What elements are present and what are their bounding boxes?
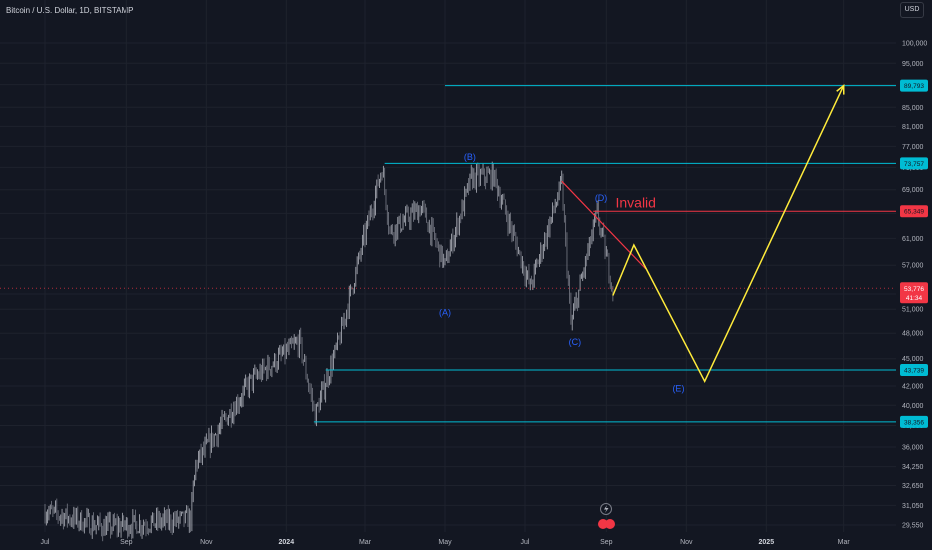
level-price-label: 73,757 — [904, 161, 924, 168]
price-tick-label: 61,000 — [902, 236, 924, 243]
level-price-label: 89,793 — [904, 83, 924, 90]
countdown-label: 41:34 — [906, 295, 923, 302]
wave-label: (A) — [439, 307, 451, 317]
price-axis: 100,00095,00090,00085,00081,00077,00073,… — [900, 41, 928, 530]
projection-arrowhead — [836, 84, 845, 95]
invalid-annotation: Invalid — [615, 194, 655, 210]
time-tick-label: Mar — [838, 539, 851, 546]
chart-title: Bitcoin / U.S. Dollar, 1D, BITSTAMP — [6, 6, 134, 15]
price-tick-label: 100,000 — [902, 41, 927, 48]
time-tick-label: Mar — [359, 539, 372, 546]
level-price-badge — [900, 363, 928, 376]
level-price-badge — [900, 79, 928, 92]
time-tick-label: Nov — [200, 539, 213, 546]
drawings-layer — [561, 84, 845, 384]
level-price-badge — [900, 415, 928, 428]
projection-path — [612, 85, 845, 384]
price-tick-label: 34,250 — [902, 464, 924, 471]
wave-labels-layer: (A) (B) (C) (D) (E) Invalid — [439, 152, 684, 529]
time-tick-label: Jul — [521, 539, 530, 546]
price-tick-label: 32,650 — [902, 483, 924, 490]
price-tick-label: 81,000 — [902, 124, 924, 131]
current-price-label: 53,776 — [904, 286, 924, 293]
price-tick-label: 48,000 — [902, 331, 924, 338]
price-tick-label: 69,000 — [902, 187, 924, 194]
dividend-icon — [605, 519, 615, 529]
price-tick-label: 31,050 — [902, 503, 924, 510]
earnings-icon — [598, 519, 608, 529]
time-tick-label: Sep — [600, 539, 613, 546]
price-tick-label: 40,000 — [902, 403, 924, 410]
time-tick-label: 2025 — [759, 539, 775, 546]
price-tick-label: 29,550 — [902, 523, 924, 530]
grid-layer — [0, 0, 896, 532]
price-tick-label: 57,000 — [902, 263, 924, 270]
event-markers — [598, 503, 615, 529]
wave-label: (D) — [595, 193, 608, 203]
level-price-label: 65,349 — [904, 209, 924, 216]
price-tick-label: 42,000 — [902, 383, 924, 390]
price-tick-label: 95,000 — [902, 61, 924, 68]
level-price-badge — [900, 205, 928, 218]
trendline — [561, 180, 647, 270]
current-price-badge — [900, 282, 928, 304]
wave-label: (C) — [569, 337, 582, 347]
price-tick-label: 36,000 — [902, 444, 924, 451]
candles-layer — [44, 161, 614, 542]
wave-label: (B) — [464, 152, 476, 162]
lightning-glyph — [604, 505, 609, 513]
level-price-label: 43,739 — [904, 367, 924, 374]
price-tick-label: 77,000 — [902, 144, 924, 151]
price-tick-label: 45,000 — [902, 356, 924, 363]
level-price-label: 38,356 — [904, 419, 924, 426]
time-axis: Jul Sep Nov 2024 Mar May Jul Sep Nov 2025 Mar — [41, 539, 851, 546]
time-tick-label: Jul — [41, 539, 50, 546]
time-tick-label: Sep — [120, 539, 133, 546]
levels-layer — [0, 85, 896, 423]
wave-label: (E) — [672, 384, 684, 394]
currency-button[interactable]: USD — [900, 2, 924, 18]
price-tick-label: 51,000 — [902, 307, 924, 314]
price-tick-label: 85,000 — [902, 105, 924, 112]
level-price-badge — [900, 157, 928, 170]
time-tick-label: May — [438, 539, 452, 546]
time-tick-label: 2024 — [279, 539, 295, 546]
time-tick-label: Nov — [680, 539, 693, 546]
